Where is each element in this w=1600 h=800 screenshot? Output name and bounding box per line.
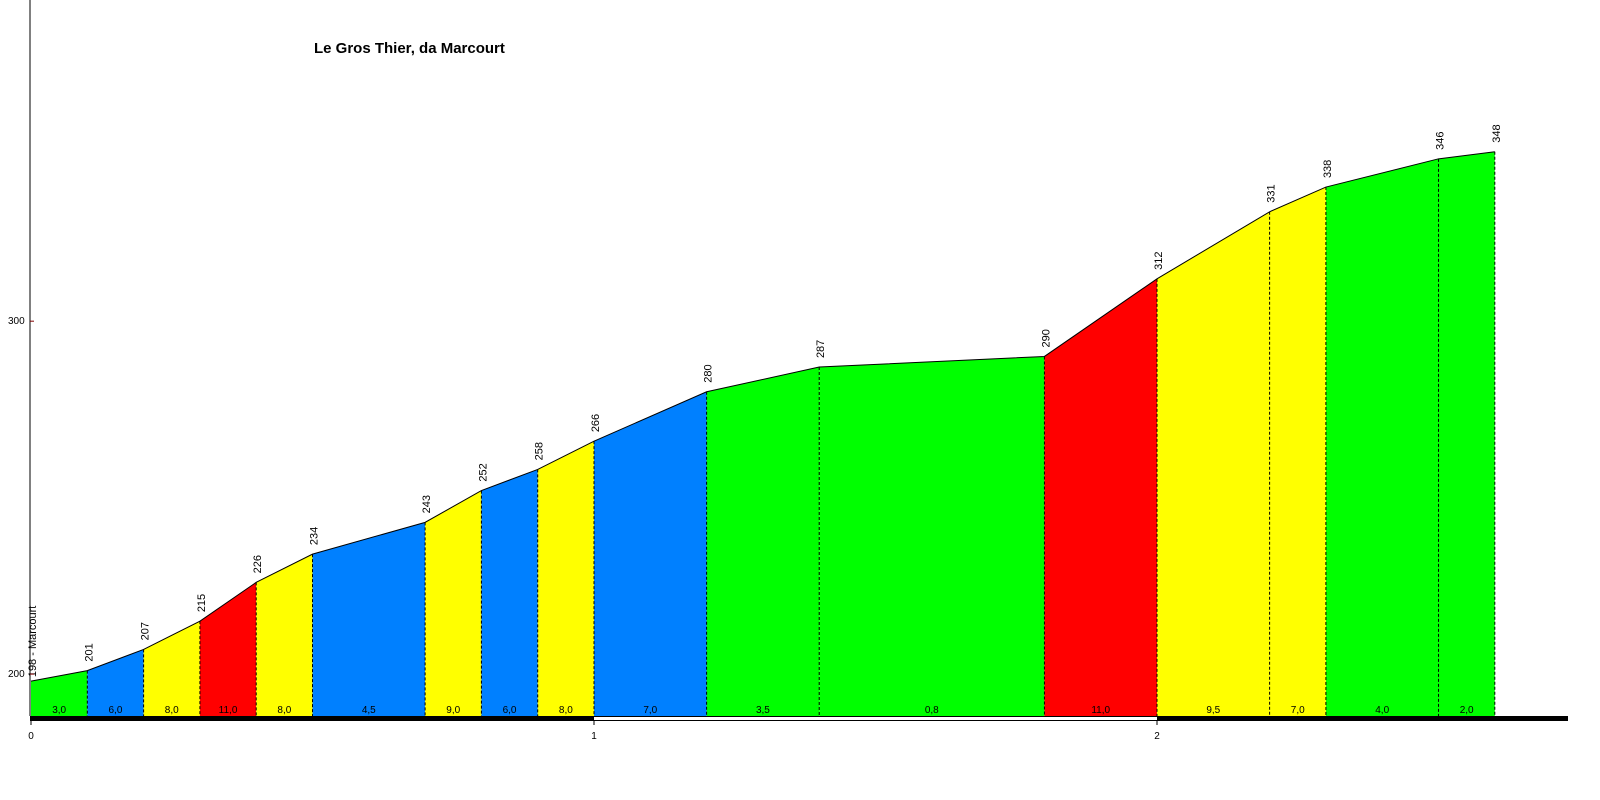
segment-fill xyxy=(481,469,538,716)
segment-fill xyxy=(31,670,88,716)
segment-fill xyxy=(819,356,1045,716)
segment-fill xyxy=(425,490,482,716)
segment-fill xyxy=(1044,278,1158,716)
segment-fill xyxy=(706,367,820,716)
segment-fill xyxy=(537,441,595,716)
segment-fill xyxy=(1325,158,1439,716)
elevation-label: 226 xyxy=(252,555,264,573)
elevation-label: 290 xyxy=(1040,329,1052,347)
gradient-label: 7,0 xyxy=(1291,705,1305,716)
elevation-label: 252 xyxy=(477,463,489,481)
gradient-label: 2,0 xyxy=(1460,705,1474,716)
gradient-label: 3,5 xyxy=(756,705,770,716)
profile-line xyxy=(30,151,1495,682)
segment-fill xyxy=(594,391,707,716)
segment-fill xyxy=(143,621,200,716)
gradient-label: 4,5 xyxy=(362,705,376,716)
elevation-label: 198 - Marcourt xyxy=(27,606,39,678)
gradient-label: 9,0 xyxy=(446,705,460,716)
x-tick-label: 0 xyxy=(28,731,34,742)
gradient-label: 3,0 xyxy=(52,705,66,716)
gradient-label: 0,8 xyxy=(925,705,939,716)
elevation-label: 207 xyxy=(140,622,152,640)
elevation-label: 234 xyxy=(309,527,321,545)
elevation-label: 215 xyxy=(196,594,208,612)
segment-fill xyxy=(1269,187,1326,716)
segment-fill xyxy=(199,582,257,716)
gradient-label: 8,0 xyxy=(165,705,179,716)
chart-title: Le Gros Thier, da Marcourt xyxy=(314,40,505,57)
segment-fill xyxy=(87,649,144,716)
elevation-label: 258 xyxy=(534,442,546,460)
gradient-label: 8,0 xyxy=(559,705,573,716)
elevation-label: 338 xyxy=(1322,160,1334,178)
elevation-label: 243 xyxy=(421,495,433,513)
y-tick-label: 200 xyxy=(8,669,25,680)
km-bar-white xyxy=(594,717,1158,720)
segment-fill xyxy=(256,554,313,716)
gradient-label: 6,0 xyxy=(503,705,517,716)
gradient-label: 6,0 xyxy=(108,705,122,716)
segment-fill xyxy=(1438,151,1495,716)
x-tick-label: 2 xyxy=(1154,731,1160,742)
elevation-label: 266 xyxy=(590,414,602,432)
elevation-label: 201 xyxy=(83,643,95,661)
segment-fill xyxy=(1157,211,1270,716)
segment-fill xyxy=(312,522,426,716)
gradient-label: 4,0 xyxy=(1375,705,1389,716)
gradient-label: 8,0 xyxy=(277,705,291,716)
elevation-label: 348 xyxy=(1491,124,1503,142)
gradient-label: 9,5 xyxy=(1206,705,1220,716)
x-tick-label: 1 xyxy=(591,731,597,742)
gradient-label: 11,0 xyxy=(219,705,238,716)
elevation-label: 346 xyxy=(1435,131,1447,149)
gradient-label: 11,0 xyxy=(1091,705,1110,716)
elevation-label: 331 xyxy=(1266,184,1278,202)
elevation-label: 287 xyxy=(815,340,827,358)
gradient-label: 7,0 xyxy=(643,705,657,716)
y-tick-label: 300 xyxy=(8,316,25,327)
elevation-label: 280 xyxy=(703,364,715,382)
elevation-label: 312 xyxy=(1153,251,1165,269)
